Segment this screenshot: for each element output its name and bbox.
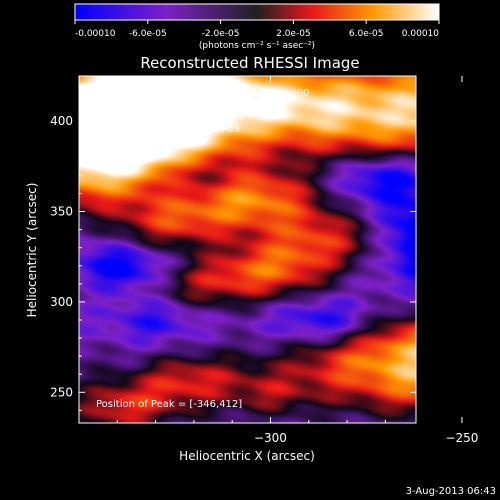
colorbar-ticks	[74, 20, 440, 24]
x-tick-label: −250	[445, 431, 478, 445]
plot-frame	[78, 75, 417, 424]
annotation-time: 13-Mar-2010 22:42:28.000 to 22:47:18.000	[92, 88, 310, 99]
annotation-counts: Clean Total counts: 5.13E+03	[92, 124, 240, 135]
x-axis-label: Heliocentric X (arcsec)	[179, 449, 315, 463]
colorbar-tick-label: 6.0e-05	[349, 29, 384, 39]
colorbar: -0.00010 -6.0e-05 -2.0e-05 2.0e-05 6.0e-05 0.…	[74, 3, 440, 51]
colorbar-tick-label: -6.0e-05	[129, 29, 167, 39]
peak-position-label: Position of Peak = [-346,412]	[96, 399, 242, 410]
colorbar-tick-label: 2.0e-05	[276, 29, 311, 39]
heatmap-plot	[78, 75, 473, 424]
y-tick-label: 400	[50, 114, 73, 128]
chart-title: Reconstructed RHESSI Image	[140, 54, 359, 72]
colorbar-tick-labels: -0.00010 -6.0e-05 -2.0e-05 2.0e-05 6.0e-05 0.…	[75, 29, 439, 39]
colorbar-tick-label: 0.00010	[402, 29, 439, 39]
colorbar-tick-label: -0.00010	[75, 29, 116, 39]
footer-date: 3-Aug-2013 06:43	[406, 486, 496, 497]
peak-marker	[467, 254, 473, 260]
colorbar-tick-label: -2.0e-05	[202, 29, 240, 39]
y-axis-ticks: 250 300 350 400	[50, 84, 416, 411]
annotation-detectors: Detectors: 4F 5F 6F 7F 8F, Att 0	[92, 100, 251, 111]
x-axis-ticks: −300−250−200	[78, 76, 478, 445]
y-tick-label: 350	[50, 205, 73, 219]
annotation-energy: Energy Range: 25.0 - 50.0 keV	[92, 112, 245, 123]
y-axis-label: Heliocentric Y (arcsec)	[25, 183, 39, 318]
y-tick-label: 250	[50, 385, 73, 399]
y-tick-label: 300	[50, 295, 73, 309]
x-tick-label: −300	[254, 431, 287, 445]
colorbar-gradient	[74, 3, 440, 21]
annotations: 13-Mar-2010 22:42:28.000 to 22:47:18.000…	[92, 88, 310, 410]
map-center-marker	[467, 254, 473, 260]
colorbar-unit-label: (photons cm⁻² s⁻¹ asec⁻²)	[199, 41, 315, 51]
heatmap-canvas	[79, 76, 416, 423]
